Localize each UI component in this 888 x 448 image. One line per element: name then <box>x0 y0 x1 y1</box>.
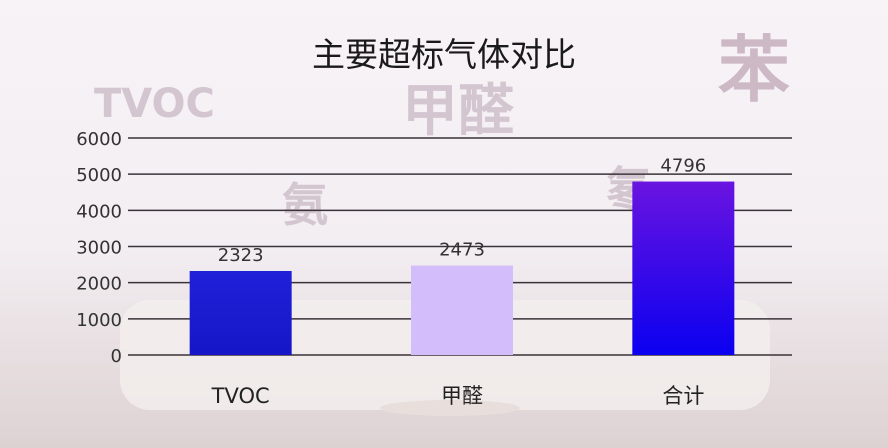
bar-2 <box>632 181 735 355</box>
bar-0 <box>189 270 292 355</box>
background-table <box>380 400 520 416</box>
x-tick-label: 甲醛 <box>441 384 483 408</box>
bg-word-tvoc: TVOC <box>94 81 215 127</box>
data-label: 4796 <box>660 156 706 177</box>
x-tick-label: TVOC <box>211 384 270 408</box>
bar-1 <box>411 265 513 355</box>
y-tick-label: 1000 <box>76 310 122 331</box>
y-tick-label: 5000 <box>76 165 122 186</box>
bg-word-ammonia: 氨 <box>282 178 328 232</box>
bg-word-benzene: 苯 <box>718 28 791 112</box>
y-tick-label: 2000 <box>76 274 122 295</box>
data-label: 2473 <box>439 240 485 261</box>
y-tick-label: 4000 <box>76 201 122 222</box>
y-tick-label: 6000 <box>76 129 122 150</box>
y-tick-label: 3000 <box>76 238 122 259</box>
y-tick-label: 0 <box>111 346 122 367</box>
x-tick-label: 合计 <box>662 384 704 408</box>
bg-word-formaldehyde: 甲醛 <box>402 79 514 144</box>
data-label: 2323 <box>218 245 264 266</box>
chart-title: 主要超标气体对比 <box>312 35 576 74</box>
